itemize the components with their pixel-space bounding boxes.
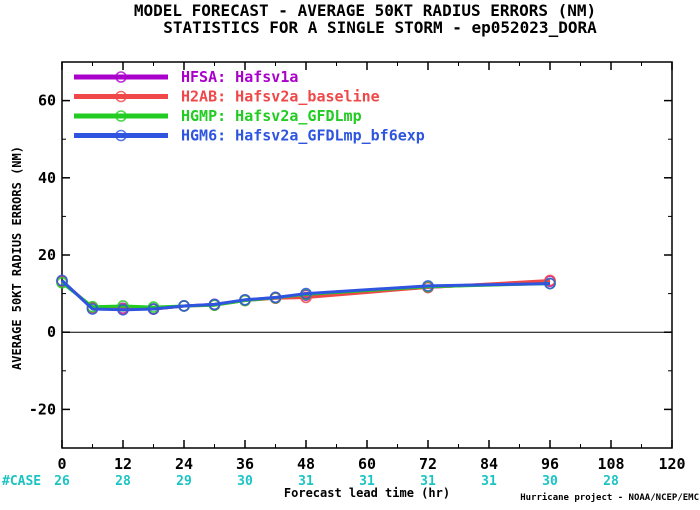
chart-subtitle: STATISTICS FOR A SINGLE STORM - ep052023…	[163, 18, 597, 37]
y-tick-label: 40	[38, 169, 56, 187]
y-tick-label: 0	[47, 323, 56, 341]
credit-text: Hurricane project - NOAA/NCEP/EMC	[520, 492, 699, 503]
case-row-label: #CASE	[2, 474, 41, 489]
case-count: 31	[481, 474, 497, 489]
y-tick-label: 20	[38, 246, 56, 264]
case-count: 30	[237, 474, 253, 489]
y-tick-label: 60	[38, 92, 56, 110]
series-point-3	[269, 291, 282, 304]
x-tick-label: 36	[236, 455, 254, 473]
case-count: 29	[176, 474, 192, 489]
case-count: 26	[54, 474, 70, 489]
legend-label: H2AB: Hafsv2a_baseline	[181, 88, 380, 106]
series-point-3	[56, 274, 68, 287]
case-count: 28	[115, 474, 131, 489]
x-tick-label: 60	[358, 455, 376, 473]
x-tick-label: 120	[658, 455, 685, 473]
series-line-3	[60, 279, 551, 312]
plot-frame	[61, 61, 673, 449]
legend-label: HFSA: Hafsv1a	[181, 68, 298, 86]
legend-swatch-marker	[115, 90, 127, 103]
legend-swatch-marker	[115, 110, 127, 122]
series-point-3	[422, 280, 434, 292]
x-axis-label: Forecast lead time (hr)	[284, 486, 450, 500]
x-tick-label: 0	[57, 455, 66, 473]
y-axis-label: AVERAGE 50KT RADIUS ERRORS (NM)	[10, 146, 24, 370]
series-point-3	[86, 303, 99, 315]
series-point-3	[117, 304, 129, 316]
series-point-3	[208, 298, 221, 311]
case-count: 30	[542, 474, 558, 489]
x-tick-label: 72	[419, 455, 437, 473]
plot-area: -20 0 20 40 60 0 12 24 36 48 60 72 84 96 108 120 #CASE 26…	[2, 61, 686, 489]
series-point-3	[178, 300, 190, 312]
x-tick-label: 24	[175, 455, 193, 473]
legend-swatch-marker	[115, 129, 127, 142]
series-point-3	[147, 303, 160, 315]
case-count: 31	[420, 474, 436, 489]
chart-marks: HFSA: Hafsv1a H2AB: Hafsv2a_baselineHGMP:…	[56, 68, 556, 316]
legend-swatch-marker	[115, 71, 127, 83]
series-point-3	[300, 287, 312, 300]
x-tick-label: 48	[297, 455, 315, 473]
series-point-3	[544, 277, 556, 290]
case-count: 28	[603, 474, 619, 489]
x-tick-label: 84	[480, 455, 498, 473]
case-count: 31	[298, 474, 314, 489]
chart-title: MODEL FORECAST - AVERAGE 50KT RADIUS ERR…	[134, 1, 596, 20]
x-tick-label: 96	[541, 455, 559, 473]
series-point-3	[239, 293, 251, 306]
x-tick-label: 12	[114, 455, 132, 473]
series-point-1	[544, 274, 556, 287]
case-count: 31	[359, 474, 375, 489]
legend-label: HGM6: Hafsv2a_GFDLmp_bf6exp	[181, 127, 425, 145]
x-tick-label: 108	[597, 455, 624, 473]
legend-label: HGMP: Hafsv2a_GFDLmp	[181, 107, 362, 125]
y-tick-label: -20	[29, 400, 56, 418]
